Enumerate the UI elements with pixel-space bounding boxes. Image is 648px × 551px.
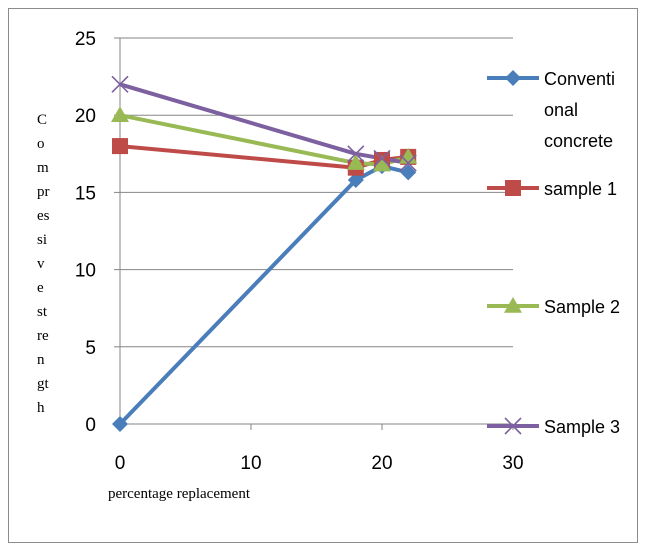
x-axis-title: percentage replacement [108, 486, 251, 502]
legend-item: sample 1 [487, 179, 617, 199]
y-axis-title-line: st [37, 304, 48, 320]
data-point [346, 154, 365, 170]
series-line [119, 82, 409, 166]
y-axis-title-line: o [37, 136, 45, 152]
data-point [373, 149, 391, 167]
x-tick-label: 20 [371, 453, 392, 474]
tick-labels: 0 5 10 15 20 25 0 10 20 30 [75, 29, 524, 474]
legend-item: Sample 2 [487, 297, 620, 317]
series-lines [118, 82, 409, 426]
data-point [400, 164, 417, 181]
series-line [118, 164, 409, 426]
legend-label: Sample 2 [544, 297, 620, 317]
legend-marker [505, 180, 521, 196]
data-point [399, 154, 417, 172]
y-axis-title-line: gt [37, 376, 50, 392]
y-axis-title-line: re [37, 328, 49, 344]
y-axis-title-line: C [37, 112, 47, 128]
legend-marker [504, 417, 522, 435]
legend-label: onal [544, 100, 578, 120]
legend: Conventi onal concrete sample 1 Sample 2 Samp… [487, 69, 620, 437]
y-axis-title: Com pr es si ve st re n gt h [37, 112, 50, 416]
y-tick-label: 15 [75, 183, 96, 204]
y-axis-title-line: si [37, 232, 47, 248]
data-point [111, 75, 129, 93]
y-axis-title-line: h [37, 400, 45, 416]
y-tick-label: 10 [75, 261, 96, 282]
y-tick-label: 0 [85, 415, 96, 436]
legend-label: Conventi [544, 69, 615, 89]
legend-marker [505, 70, 521, 86]
data-point [373, 155, 391, 172]
y-tick-label: 20 [75, 106, 96, 127]
data-point [112, 416, 128, 432]
legend-item: Sample 3 [487, 417, 620, 437]
y-tick-label: 5 [85, 338, 96, 359]
legend-label: Sample 3 [544, 417, 620, 437]
chart-frame [8, 8, 638, 543]
legend-marker [504, 297, 522, 313]
legend-label: sample 1 [544, 179, 617, 199]
data-point [111, 106, 129, 122]
x-tick-label: 30 [502, 453, 523, 474]
x-tick-label: 10 [240, 453, 261, 474]
y-axis-title-line: es [37, 208, 50, 224]
x-tick-label: 0 [115, 453, 126, 474]
data-point [399, 147, 418, 164]
grid-lines [120, 37, 513, 348]
legend-label: concrete [544, 131, 613, 151]
data-point [347, 145, 365, 163]
y-axis-title-line: v [37, 256, 45, 272]
y-axis-title-line: e [37, 280, 44, 296]
y-tick-label: 25 [75, 29, 96, 50]
series-markers [111, 75, 418, 432]
legend-item: Conventi onal concrete [487, 69, 615, 151]
y-axis-title-line: pr [37, 184, 50, 200]
data-point [347, 172, 364, 189]
y-axis-title-line: m [37, 160, 49, 176]
axes [114, 37, 514, 430]
y-axis-title-line: n [37, 352, 45, 368]
data-point [112, 138, 128, 155]
